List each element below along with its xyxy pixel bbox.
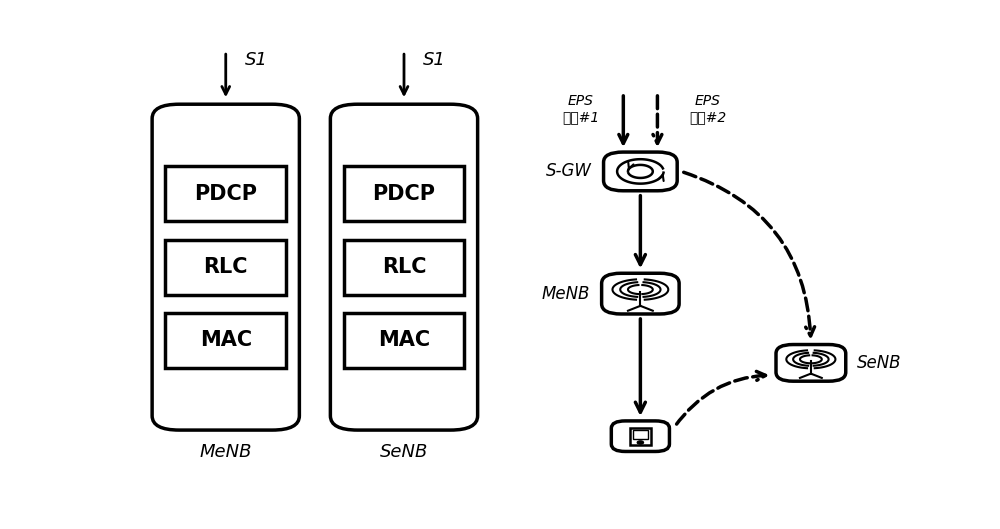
- Bar: [344, 166, 464, 221]
- Bar: [165, 240, 286, 295]
- Text: S-GW: S-GW: [546, 162, 592, 180]
- Text: EPS
承载#1: EPS 承载#1: [562, 94, 599, 124]
- Text: PDCP: PDCP: [194, 184, 257, 204]
- Text: MeNB: MeNB: [200, 443, 252, 461]
- Bar: [633, 431, 648, 439]
- Text: SeNB: SeNB: [380, 443, 428, 461]
- Text: RLC: RLC: [204, 257, 248, 277]
- Circle shape: [637, 441, 643, 444]
- Text: EPS
承载#2: EPS 承载#2: [689, 94, 726, 124]
- Text: MAC: MAC: [200, 331, 252, 351]
- FancyBboxPatch shape: [152, 104, 299, 430]
- Bar: [630, 427, 651, 445]
- Text: SeNB: SeNB: [857, 354, 902, 372]
- Text: MAC: MAC: [378, 331, 430, 351]
- FancyBboxPatch shape: [604, 152, 677, 191]
- Text: S1: S1: [423, 51, 446, 69]
- Text: PDCP: PDCP: [372, 184, 436, 204]
- FancyArrowPatch shape: [675, 371, 765, 426]
- Text: S1: S1: [245, 51, 268, 69]
- FancyArrowPatch shape: [684, 172, 815, 336]
- Text: MeNB: MeNB: [542, 285, 590, 303]
- FancyBboxPatch shape: [776, 344, 846, 381]
- FancyBboxPatch shape: [602, 273, 679, 314]
- Bar: [344, 313, 464, 368]
- FancyBboxPatch shape: [330, 104, 478, 430]
- Bar: [165, 166, 286, 221]
- Bar: [165, 313, 286, 368]
- Bar: [344, 240, 464, 295]
- Text: RLC: RLC: [382, 257, 426, 277]
- FancyBboxPatch shape: [611, 421, 669, 451]
